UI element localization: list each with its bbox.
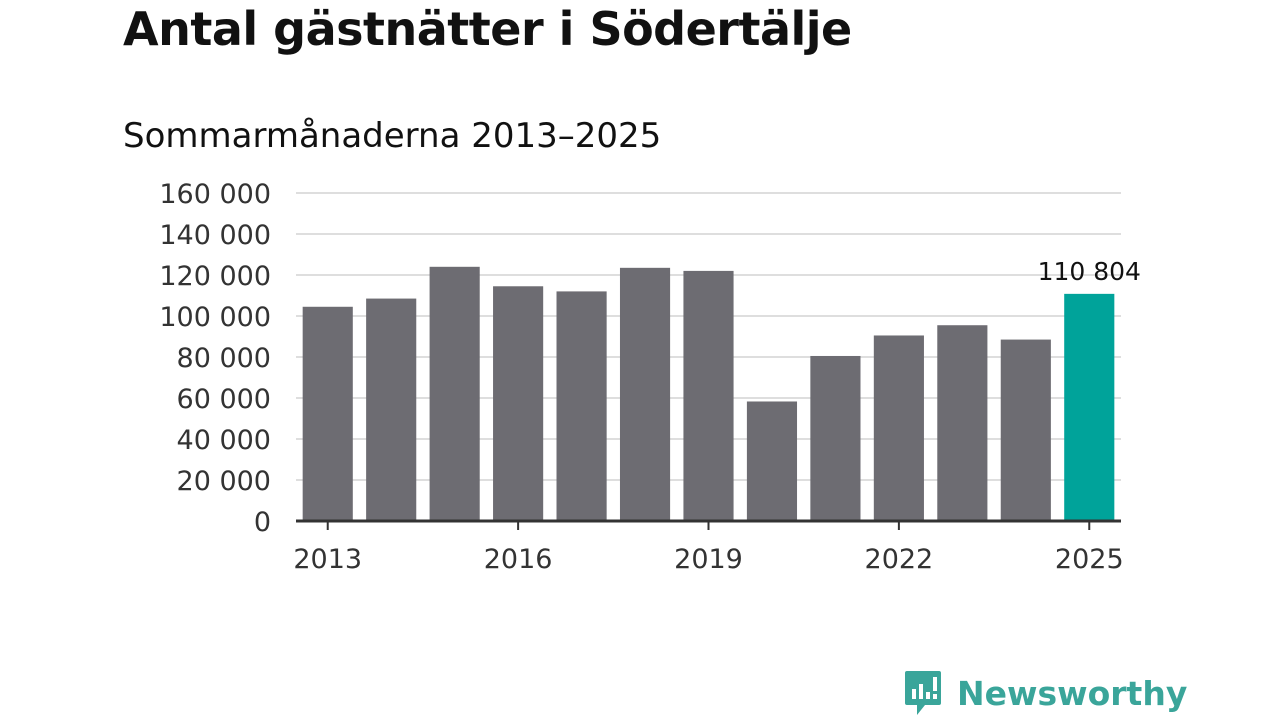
y-tick-label: 40 000 [177, 425, 271, 456]
y-tick-label: 100 000 [159, 302, 271, 333]
bar-2016 [493, 286, 544, 521]
bar-2021 [810, 355, 861, 521]
bars [302, 266, 1115, 521]
x-tick-label: 2019 [674, 544, 743, 575]
bar-2015 [429, 266, 480, 521]
bar-2014 [366, 298, 417, 521]
bar-2020 [746, 401, 798, 521]
x-axis-ticks: 2013 2016 2019 2022 2025 [293, 521, 1124, 575]
y-tick-label: 60 000 [177, 384, 271, 415]
x-tick-label: 2022 [865, 544, 934, 575]
data-labels: 110 804 [1038, 257, 1141, 286]
bar-2019 [683, 270, 734, 521]
chart-subtitle: Sommarmånaderna 2013–2025 [123, 116, 662, 156]
y-axis-ticks: 0 20 000 40 000 60 000 80 000 100 000 120 000 1… [159, 179, 271, 538]
bar-2018 [619, 267, 671, 521]
bar-2022 [873, 335, 924, 521]
y-tick-label: 160 000 [159, 179, 271, 210]
brand[interactable]: Newsworthy [903, 670, 1187, 716]
y-tick-label: 20 000 [177, 466, 271, 497]
bar-2023 [937, 325, 988, 521]
bar-2013 [302, 306, 353, 521]
x-tick-label: 2016 [484, 544, 553, 575]
brand-name: Newsworthy [957, 673, 1188, 713]
y-tick-label: 0 [254, 507, 271, 538]
newsworthy-logo-icon [905, 671, 941, 715]
bar-2024 [1000, 339, 1051, 521]
data-label: 110 804 [1038, 257, 1141, 286]
bar-2025 [1064, 293, 1115, 521]
chart-title: Antal gästnätter i Södertälje [123, 2, 852, 56]
x-tick-label: 2025 [1055, 544, 1124, 575]
bar-2017 [556, 291, 607, 521]
x-tick-label: 2013 [293, 544, 362, 575]
y-tick-label: 120 000 [159, 261, 271, 292]
y-tick-label: 80 000 [177, 343, 271, 374]
y-tick-label: 140 000 [159, 220, 271, 251]
